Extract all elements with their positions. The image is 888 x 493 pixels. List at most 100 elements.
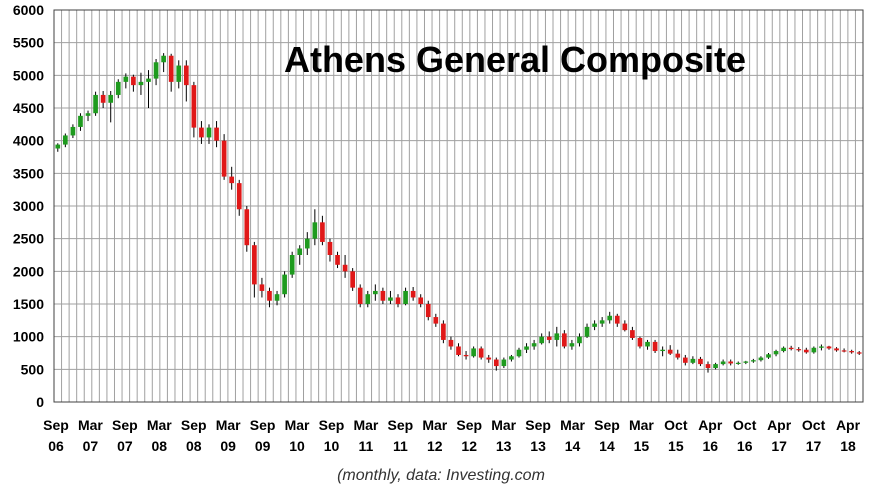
- candle: [766, 353, 771, 359]
- candle-body: [327, 241, 333, 255]
- x-tick-label-month: Mar: [353, 417, 378, 433]
- candle-body: [93, 94, 98, 114]
- candle: [108, 91, 114, 123]
- candle: [70, 124, 76, 139]
- candle: [849, 349, 855, 354]
- x-tick-label-year: 11: [393, 438, 408, 454]
- candle-body: [463, 354, 469, 357]
- candle: [720, 359, 726, 366]
- candle-body: [70, 126, 76, 136]
- y-tick-label: 500: [21, 361, 45, 377]
- candle: [826, 345, 832, 350]
- x-tick-label-month: Apr: [767, 417, 792, 433]
- y-tick-label: 3500: [13, 165, 44, 181]
- candle: [781, 346, 786, 353]
- candle-body: [826, 346, 832, 349]
- candle-body: [735, 362, 741, 364]
- candle: [577, 333, 582, 347]
- candle-body: [705, 364, 711, 369]
- candle: [645, 339, 650, 350]
- candle-body: [803, 349, 809, 353]
- candle: [244, 206, 250, 252]
- candle-body: [425, 304, 431, 318]
- candle-body: [221, 140, 227, 177]
- x-tick-label-month: Mar: [560, 417, 585, 433]
- candle-body: [781, 347, 786, 352]
- x-tick-label-year: 08: [152, 438, 168, 454]
- candle: [131, 74, 136, 92]
- candle: [206, 124, 212, 144]
- y-tick-label: 6000: [13, 2, 44, 18]
- x-tick-label-month: Oct: [733, 417, 757, 433]
- candle-body: [410, 290, 416, 298]
- candle-body: [335, 255, 340, 265]
- candle-body: [259, 284, 265, 291]
- candle: [856, 351, 862, 355]
- candle: [622, 320, 628, 332]
- candle-body: [433, 317, 439, 324]
- candle: [599, 317, 605, 327]
- candle-body: [85, 113, 91, 116]
- candle: [183, 60, 189, 102]
- candle-body: [478, 348, 484, 358]
- candle: [546, 331, 552, 344]
- candle: [282, 271, 287, 298]
- candle-body: [214, 127, 219, 141]
- candle-body: [690, 358, 696, 363]
- y-tick-label: 2500: [13, 231, 44, 247]
- x-tick-label-year: 13: [496, 438, 512, 454]
- candle: [342, 255, 348, 278]
- candle: [675, 349, 681, 360]
- candle-body: [660, 349, 665, 352]
- candle: [372, 284, 378, 301]
- candle-body: [531, 343, 537, 347]
- x-tick-label-month: Sep: [388, 417, 414, 433]
- candle-body: [501, 359, 507, 367]
- y-tick-label: 2000: [13, 263, 44, 279]
- candle-body: [138, 81, 144, 86]
- candle: [841, 348, 847, 353]
- y-tick-label: 5500: [13, 35, 44, 51]
- y-tick-label: 0: [36, 394, 44, 410]
- candle: [153, 59, 159, 86]
- candle: [788, 345, 794, 351]
- x-tick-label-year: 08: [186, 438, 202, 454]
- candle: [743, 360, 749, 365]
- candle-body: [841, 350, 847, 352]
- x-tick-label-year: 14: [565, 438, 581, 454]
- candle: [365, 290, 371, 308]
- candle-body: [834, 348, 839, 351]
- candle: [176, 60, 182, 89]
- candle: [584, 323, 590, 338]
- candle-body: [357, 287, 363, 304]
- x-tick-label-month: Sep: [456, 417, 482, 433]
- candle: [713, 362, 718, 370]
- candle: [562, 330, 567, 349]
- x-tick-label-year: 17: [806, 438, 822, 454]
- candle: [168, 53, 174, 92]
- candle-body: [403, 290, 408, 304]
- candle: [690, 356, 696, 365]
- candle-body: [365, 294, 371, 304]
- candle: [698, 356, 703, 367]
- candle: [138, 72, 144, 95]
- x-tick-label-year: 18: [840, 438, 856, 454]
- candle-body: [289, 255, 295, 275]
- candle-body: [236, 183, 242, 210]
- y-tick-label: 1500: [13, 296, 44, 312]
- candle-body: [244, 209, 250, 246]
- x-axis-tick-labels: Sep 06 Mar 07 Sep 07 Mar 08 Sep 08 Mar 09 Sep 09 Mar 10…: [43, 417, 860, 454]
- candle-body: [100, 94, 106, 103]
- candle: [115, 79, 121, 99]
- candle: [93, 91, 98, 116]
- y-tick-label: 5000: [13, 67, 44, 83]
- candle: [773, 349, 779, 357]
- candle-body: [652, 341, 658, 352]
- candle-body: [788, 347, 794, 350]
- candle-body: [509, 356, 514, 360]
- candle-body: [229, 176, 235, 184]
- candle-body: [751, 360, 756, 362]
- candle: [509, 354, 514, 362]
- candle: [388, 290, 393, 304]
- candle: [539, 333, 545, 345]
